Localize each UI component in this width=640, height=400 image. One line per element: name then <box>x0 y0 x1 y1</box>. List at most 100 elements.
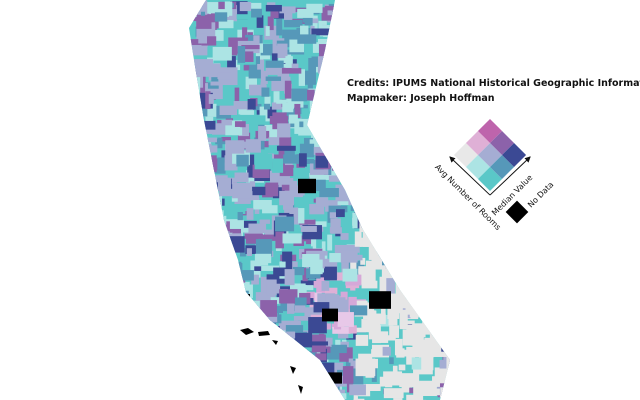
region <box>340 341 349 348</box>
region <box>418 290 425 305</box>
region <box>427 235 439 241</box>
region <box>189 369 205 379</box>
region <box>273 348 282 356</box>
region <box>200 266 207 282</box>
region <box>442 116 450 127</box>
region <box>446 354 450 373</box>
region <box>430 28 438 35</box>
region <box>398 364 406 371</box>
region <box>358 46 370 52</box>
region <box>404 6 415 20</box>
region <box>262 124 278 131</box>
region <box>328 37 344 51</box>
region <box>256 15 264 28</box>
region <box>359 179 378 192</box>
region <box>396 200 408 218</box>
region <box>327 234 333 251</box>
region <box>442 131 450 144</box>
region <box>392 129 409 145</box>
region <box>452 208 463 214</box>
region <box>242 300 257 311</box>
no-data-region <box>322 308 338 322</box>
region <box>216 309 235 315</box>
region <box>351 173 357 182</box>
region <box>406 269 416 277</box>
region <box>282 102 294 113</box>
region <box>320 59 339 66</box>
region <box>276 18 283 36</box>
region <box>383 388 404 399</box>
region <box>432 210 450 221</box>
region <box>438 257 450 267</box>
region <box>348 358 354 363</box>
region <box>377 207 388 216</box>
region <box>229 220 244 229</box>
region <box>189 39 202 46</box>
region <box>202 143 212 154</box>
region <box>436 387 444 396</box>
region <box>352 212 358 229</box>
region <box>191 257 204 266</box>
region <box>424 191 439 206</box>
region <box>198 177 210 183</box>
region <box>350 260 357 275</box>
region <box>269 344 274 361</box>
region <box>442 56 450 62</box>
region <box>421 225 430 239</box>
region <box>272 158 284 173</box>
region <box>418 196 426 201</box>
region <box>390 231 408 245</box>
region <box>390 134 406 150</box>
region <box>277 123 291 138</box>
region <box>264 229 283 237</box>
region <box>419 195 431 208</box>
region <box>446 247 450 262</box>
region <box>189 290 197 306</box>
region <box>436 7 450 13</box>
region <box>357 63 365 68</box>
region <box>213 263 222 269</box>
region <box>189 126 195 142</box>
region <box>358 237 373 247</box>
region <box>208 205 218 217</box>
region <box>205 196 223 208</box>
region <box>359 218 365 233</box>
region <box>379 43 396 59</box>
region <box>221 136 231 142</box>
region <box>434 190 450 200</box>
region <box>453 228 470 235</box>
region <box>189 308 200 325</box>
region <box>226 308 245 322</box>
region <box>212 368 231 384</box>
region <box>265 382 277 399</box>
region <box>394 338 403 356</box>
region <box>368 16 383 31</box>
region <box>410 107 420 119</box>
region <box>411 271 427 276</box>
region <box>196 264 212 269</box>
region <box>369 183 379 197</box>
no-data-label: No Data <box>526 180 555 209</box>
region <box>208 63 221 81</box>
region <box>415 119 431 138</box>
region <box>369 247 378 256</box>
region <box>201 260 214 274</box>
region <box>219 291 237 296</box>
region <box>391 152 409 165</box>
region <box>282 251 293 270</box>
region <box>194 165 201 175</box>
region <box>411 237 420 255</box>
region <box>383 201 394 211</box>
region <box>210 81 221 86</box>
region <box>298 153 307 167</box>
region <box>399 252 417 269</box>
region <box>394 16 410 26</box>
region <box>340 250 358 263</box>
region <box>292 266 305 276</box>
region <box>316 93 335 112</box>
region <box>257 382 262 392</box>
region <box>412 341 427 354</box>
region <box>204 2 222 14</box>
region <box>198 140 209 159</box>
region <box>409 117 428 129</box>
